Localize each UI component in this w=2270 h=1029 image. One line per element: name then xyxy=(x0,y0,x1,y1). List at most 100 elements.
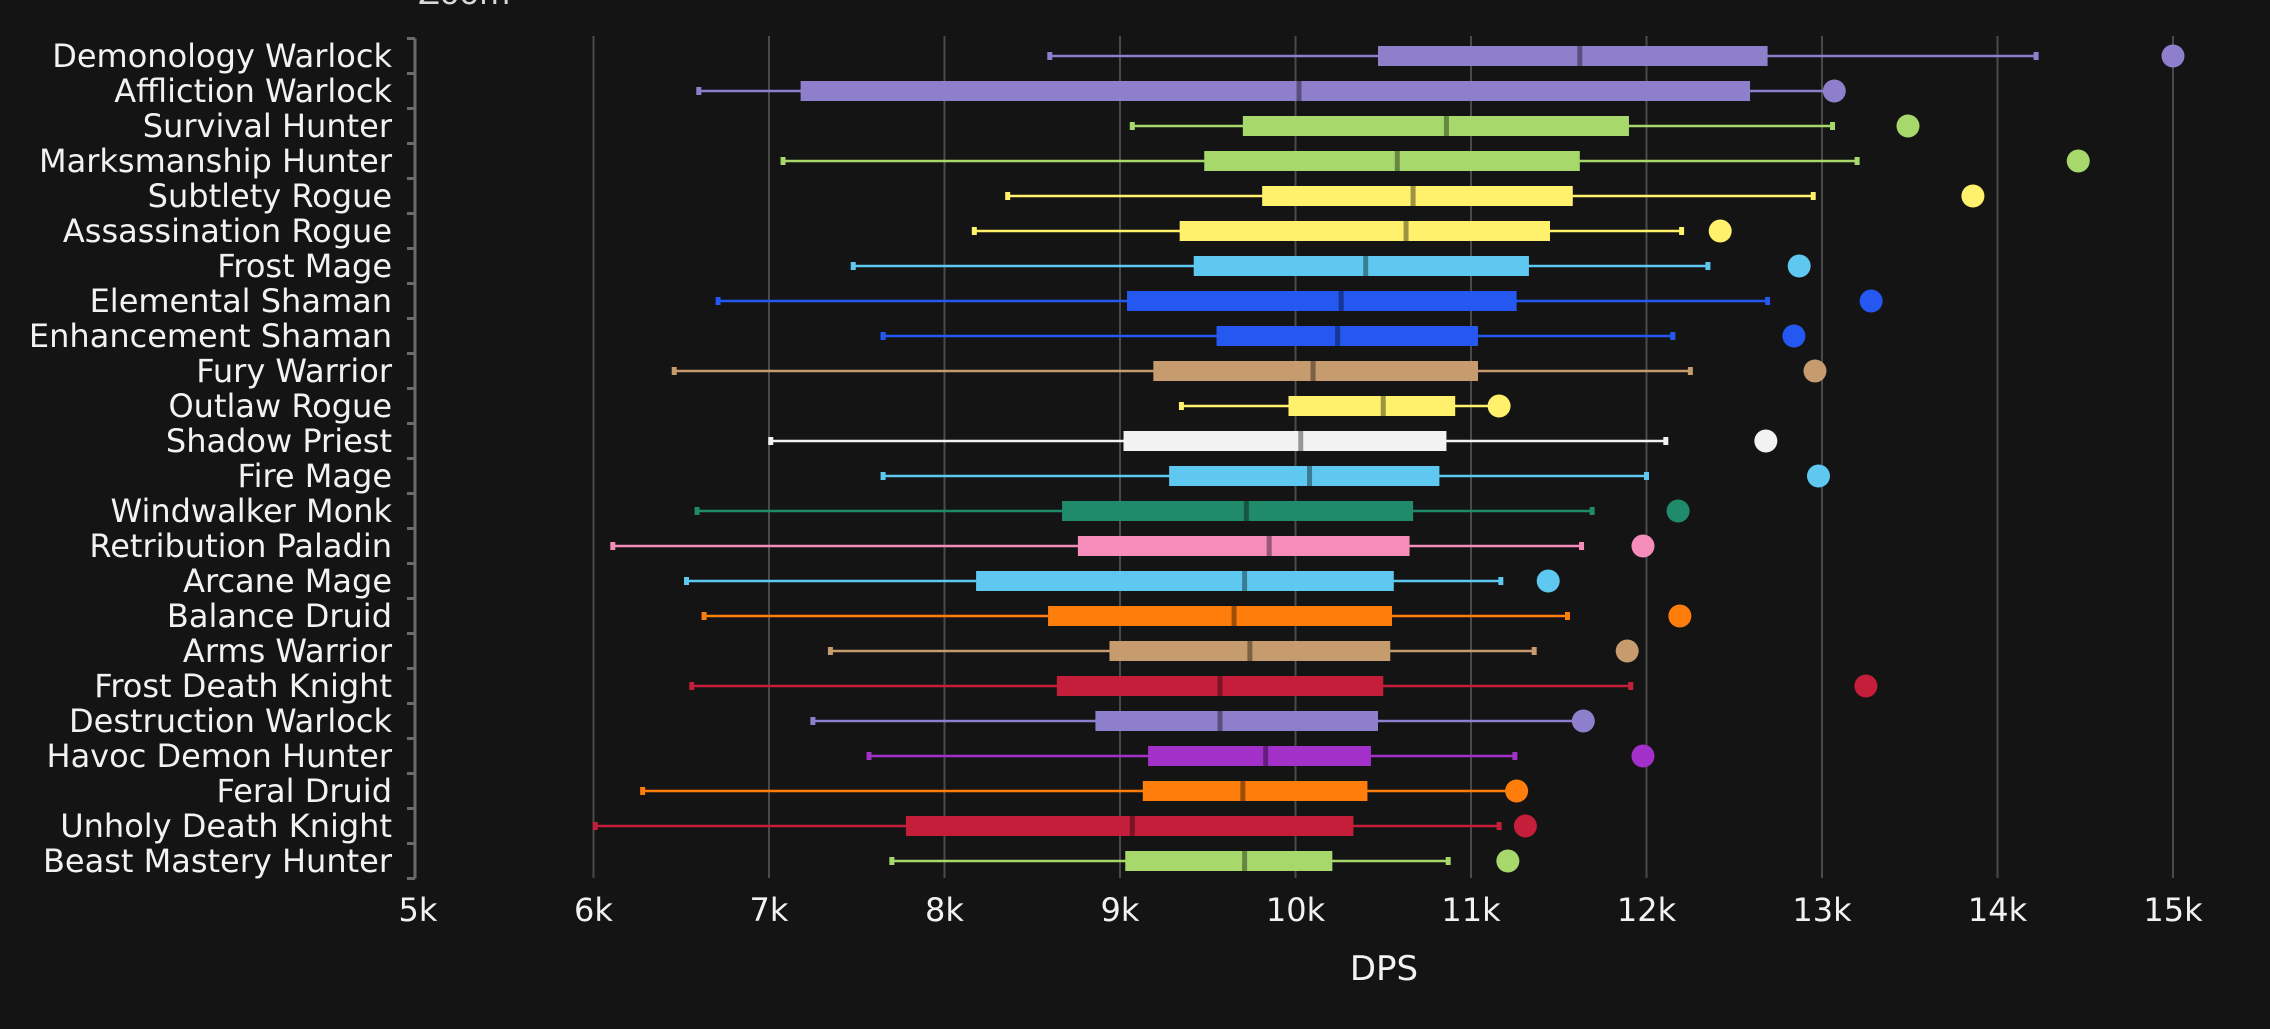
top-value-dot-balance-druid[interactable] xyxy=(1668,604,1692,628)
median-mark-unholy-death-knight xyxy=(1129,816,1135,836)
iqr-box-arcane-mage xyxy=(976,571,1394,591)
top-value-dot-retribution-paladin[interactable] xyxy=(1631,534,1655,558)
box-row-retribution-paladin[interactable] xyxy=(610,534,1655,558)
box-row-enhancement-shaman[interactable] xyxy=(880,324,1806,348)
spec-label-fire-mage: Fire Mage xyxy=(238,457,393,495)
whisker-max-cap-windwalker-monk xyxy=(1589,507,1595,515)
median-mark-demonology-warlock xyxy=(1577,46,1583,66)
box-row-beast-mastery-hunter[interactable] xyxy=(889,849,1520,873)
top-value-dot-arcane-mage[interactable] xyxy=(1536,569,1560,593)
iqr-box-destruction-warlock xyxy=(1095,711,1378,731)
box-series xyxy=(592,44,2185,873)
whisker-min-cap-outlaw-rogue xyxy=(1178,402,1184,410)
median-mark-assassination-rogue xyxy=(1403,221,1409,241)
whisker-min-cap-affliction-warlock xyxy=(696,87,702,95)
box-row-affliction-warlock[interactable] xyxy=(696,79,1846,103)
whisker-min-cap-unholy-death-knight xyxy=(592,822,598,830)
median-mark-arcane-mage xyxy=(1242,571,1248,591)
box-row-arms-warrior[interactable] xyxy=(827,639,1639,663)
top-value-dot-havoc-demon-hunter[interactable] xyxy=(1631,744,1655,768)
whisker-min-cap-havoc-demon-hunter xyxy=(866,752,872,760)
box-row-feral-druid[interactable] xyxy=(640,779,1529,803)
median-mark-marksmanship-hunter xyxy=(1394,151,1400,171)
spec-label-havoc-demon-hunter: Havoc Demon Hunter xyxy=(47,737,393,775)
top-value-dot-enhancement-shaman[interactable] xyxy=(1782,324,1806,348)
spec-label-affliction-warlock: Affliction Warlock xyxy=(114,72,392,110)
spec-label-marksmanship-hunter: Marksmanship Hunter xyxy=(39,142,393,180)
iqr-box-fire-mage xyxy=(1169,466,1440,486)
x-tick-label-6k: 6k xyxy=(574,891,613,929)
median-mark-retribution-paladin xyxy=(1266,536,1272,556)
spec-label-arcane-mage: Arcane Mage xyxy=(183,562,392,600)
top-value-dot-elemental-shaman[interactable] xyxy=(1859,289,1883,313)
top-value-dot-arms-warrior[interactable] xyxy=(1615,639,1639,663)
iqr-box-outlaw-rogue xyxy=(1288,396,1456,416)
top-value-dot-frost-mage[interactable] xyxy=(1787,254,1811,278)
whisker-min-cap-subtlety-rogue xyxy=(1005,192,1011,200)
spec-label-assassination-rogue: Assassination Rogue xyxy=(63,212,392,250)
top-value-dot-frost-death-knight[interactable] xyxy=(1854,674,1878,698)
box-row-outlaw-rogue[interactable] xyxy=(1178,394,1511,418)
whisker-max-cap-elemental-shaman xyxy=(1765,297,1771,305)
whisker-min-cap-destruction-warlock xyxy=(810,717,816,725)
whisker-min-cap-fire-mage xyxy=(880,472,886,480)
spec-label-beast-mastery-hunter: Beast Mastery Hunter xyxy=(43,842,393,880)
top-value-dot-unholy-death-knight[interactable] xyxy=(1513,814,1537,838)
box-row-windwalker-monk[interactable] xyxy=(694,499,1690,523)
x-tick-label-10k: 10k xyxy=(1266,891,1326,929)
box-row-balance-druid[interactable] xyxy=(701,604,1692,628)
top-value-dot-survival-hunter[interactable] xyxy=(1896,114,1920,138)
median-mark-elemental-shaman xyxy=(1338,291,1344,311)
median-mark-frost-death-knight xyxy=(1217,676,1223,696)
median-mark-subtlety-rogue xyxy=(1410,186,1416,206)
box-row-arcane-mage[interactable] xyxy=(684,569,1560,593)
box-row-marksmanship-hunter[interactable] xyxy=(780,149,2090,173)
whisker-max-cap-fury-warrior xyxy=(1687,367,1693,375)
iqr-box-marksmanship-hunter xyxy=(1204,151,1580,171)
box-row-shadow-priest[interactable] xyxy=(768,429,1778,453)
x-tick-label-5k: 5k xyxy=(399,891,438,929)
top-value-dot-assassination-rogue[interactable] xyxy=(1708,219,1732,243)
iqr-box-frost-mage xyxy=(1193,256,1529,276)
box-row-assassination-rogue[interactable] xyxy=(971,219,1732,243)
box-row-frost-death-knight[interactable] xyxy=(689,674,1878,698)
box-row-survival-hunter[interactable] xyxy=(1129,114,1920,138)
whisker-min-cap-survival-hunter xyxy=(1129,122,1135,130)
box-row-fury-warrior[interactable] xyxy=(671,359,1827,383)
box-row-destruction-warlock[interactable] xyxy=(810,709,1595,733)
top-value-dot-subtlety-rogue[interactable] xyxy=(1961,184,1985,208)
top-value-dot-feral-druid[interactable] xyxy=(1505,779,1529,803)
top-value-dot-outlaw-rogue[interactable] xyxy=(1487,394,1511,418)
box-row-unholy-death-knight[interactable] xyxy=(592,814,1537,838)
median-mark-beast-mastery-hunter xyxy=(1242,851,1248,871)
box-row-frost-mage[interactable] xyxy=(850,254,1811,278)
spec-label-feral-druid: Feral Druid xyxy=(217,772,392,810)
spec-label-balance-druid: Balance Druid xyxy=(167,597,392,635)
spec-label-enhancement-shaman: Enhancement Shaman xyxy=(29,317,392,355)
top-value-dot-beast-mastery-hunter[interactable] xyxy=(1496,849,1520,873)
zoom-label[interactable]: Zoom xyxy=(418,0,510,12)
whisker-max-cap-beast-mastery-hunter xyxy=(1445,857,1451,865)
box-row-elemental-shaman[interactable] xyxy=(715,289,1883,313)
whisker-min-cap-fury-warrior xyxy=(671,367,677,375)
whisker-max-cap-survival-hunter xyxy=(1830,122,1836,130)
box-row-fire-mage[interactable] xyxy=(880,464,1830,488)
iqr-box-windwalker-monk xyxy=(1062,501,1414,521)
top-value-dot-fire-mage[interactable] xyxy=(1806,464,1830,488)
whisker-max-cap-enhancement-shaman xyxy=(1670,332,1676,340)
iqr-box-balance-druid xyxy=(1048,606,1393,626)
top-value-dot-demonology-warlock[interactable] xyxy=(2161,44,2185,68)
top-value-dot-fury-warrior[interactable] xyxy=(1803,359,1827,383)
whisker-min-cap-arcane-mage xyxy=(684,577,690,585)
median-mark-survival-hunter xyxy=(1443,116,1449,136)
top-value-dot-marksmanship-hunter[interactable] xyxy=(2066,149,2090,173)
box-row-demonology-warlock[interactable] xyxy=(1047,44,2185,68)
box-row-havoc-demon-hunter[interactable] xyxy=(866,744,1655,768)
median-mark-windwalker-monk xyxy=(1243,501,1249,521)
top-value-dot-destruction-warlock[interactable] xyxy=(1571,709,1595,733)
top-value-dot-affliction-warlock[interactable] xyxy=(1822,79,1846,103)
top-value-dot-windwalker-monk[interactable] xyxy=(1666,499,1690,523)
top-value-dot-shadow-priest[interactable] xyxy=(1754,429,1778,453)
box-row-subtlety-rogue[interactable] xyxy=(1005,184,1985,208)
